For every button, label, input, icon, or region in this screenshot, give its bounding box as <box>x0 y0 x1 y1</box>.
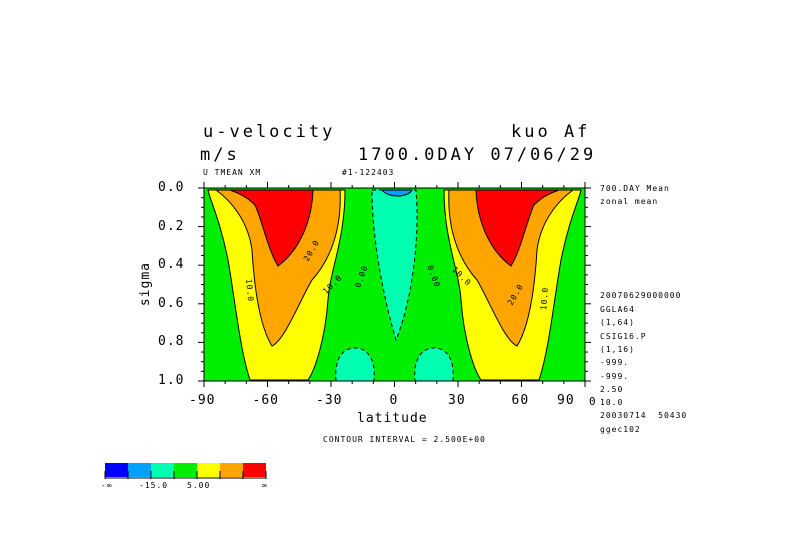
x-tick-label: 0 <box>389 393 399 408</box>
y-tick-label: 1.0 <box>158 373 185 388</box>
y-tick-label: 0.4 <box>158 257 185 273</box>
fill-red-north <box>475 189 560 267</box>
colorbar-swatch <box>220 463 243 477</box>
side-info-line: GGLA64 <box>600 305 635 314</box>
x-tick-label: -60 <box>252 393 279 408</box>
plot-title-right: kuo Af <box>511 122 591 142</box>
time-label: 1700.0DAY 07/06/29 <box>358 145 597 165</box>
colorbar-label: -∞ <box>101 481 113 490</box>
side-info-line: -999. <box>600 372 630 381</box>
side-info-line: (1,64) <box>600 318 635 327</box>
fill-blue-top <box>380 189 413 197</box>
y-tick-label: 0.0 <box>158 180 185 195</box>
side-info-line: 2.50 <box>600 385 624 394</box>
side-info-line: 700.DAY Mean <box>600 184 670 193</box>
colorbar-swatch <box>197 463 220 477</box>
colorbar-label: 5.00 <box>187 481 211 490</box>
y-tick-label: 0.2 <box>158 218 185 234</box>
fill-teal-equatorial <box>371 189 418 342</box>
side-info-line: 20030714 50430 <box>600 411 688 420</box>
side-info-line: 20070629000000 <box>600 291 682 300</box>
side-info-line: -999. <box>600 358 630 367</box>
x-tick-label: -90 <box>189 393 216 408</box>
fill-red-south <box>229 189 314 267</box>
y-tick-label: 0.8 <box>158 334 185 350</box>
x-tick-label: 30 <box>448 393 466 408</box>
colorbar-swatch <box>243 463 266 477</box>
colorbar-label: ∞ <box>262 481 268 490</box>
variable-description: U TMEAN XM <box>203 168 262 177</box>
x-tick-label: 60 <box>511 393 530 408</box>
fill-orange-north <box>448 189 575 347</box>
fill-orange-south <box>214 189 341 347</box>
colorbar-swatch <box>151 463 174 477</box>
fill-teal-north-surface <box>414 347 454 382</box>
contour-interval: CONTOUR INTERVAL = 2.500E+00 <box>323 435 486 444</box>
run-id: #1-122403 <box>342 168 395 177</box>
y-tick-label: 0.6 <box>158 295 185 311</box>
side-info-line: 10.0 <box>600 398 624 407</box>
side-info-line: (1,16) <box>600 345 635 354</box>
colorbar-swatch <box>174 463 197 477</box>
x-axis-label: latitude <box>357 411 428 426</box>
units-label: m/s <box>200 145 240 165</box>
side-info-line: ggec102 <box>600 425 641 434</box>
x-tick-label: 90 <box>557 393 575 408</box>
side-marker: 0 <box>589 395 596 408</box>
colorbar-swatch <box>128 463 151 477</box>
fill-teal-south-surface <box>335 347 375 382</box>
x-tick-label: -30 <box>316 393 343 408</box>
plot-title: u-velocity <box>203 122 336 142</box>
colorbar-label: -15.0 <box>139 481 169 490</box>
side-info-line: zonal mean <box>600 197 659 206</box>
colorbar-swatch <box>105 463 128 477</box>
side-info-line: CSIG16.P <box>600 332 647 341</box>
